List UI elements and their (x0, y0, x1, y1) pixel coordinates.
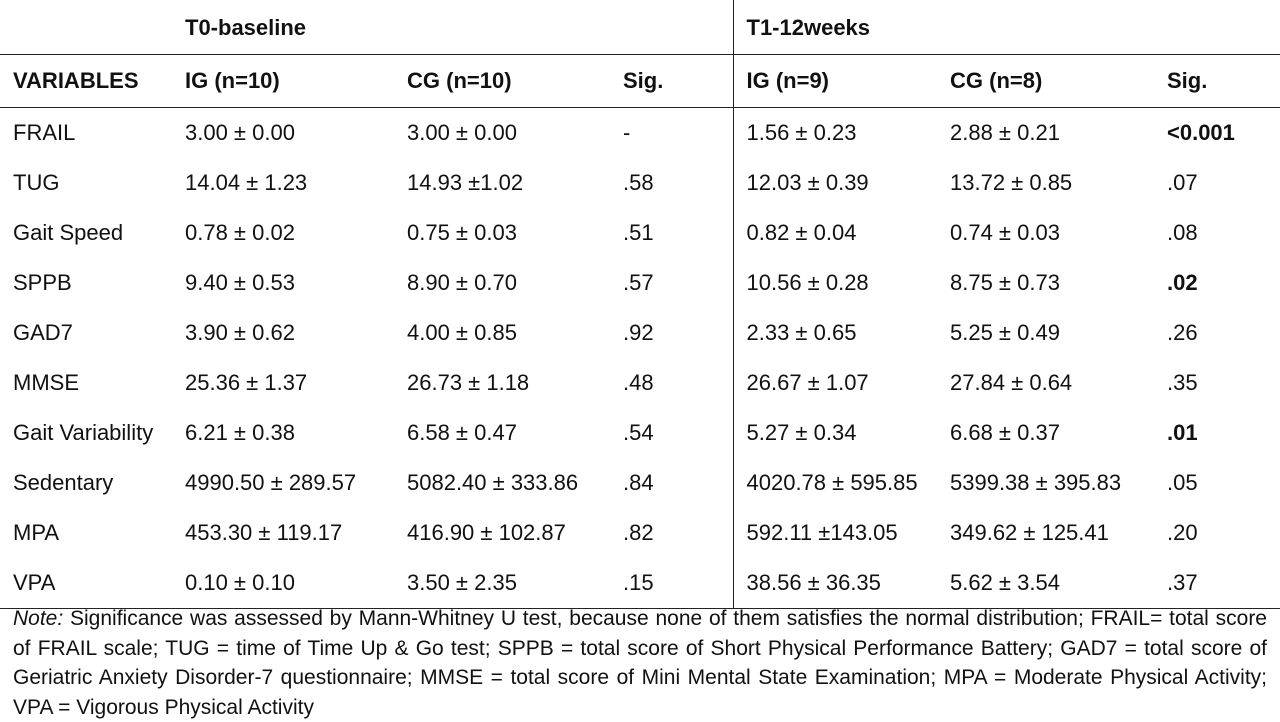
cell-t1-sig: .07 (1167, 170, 1198, 195)
cell-t0-sig: .54 (623, 408, 734, 458)
cell-t1-cg: 0.74 ± 0.03 (950, 220, 1060, 245)
cell-t0-sig: .57 (623, 258, 734, 308)
cell-variable: SPPB (13, 270, 72, 295)
column-header-t1-cg: CG (n=8) (950, 68, 1043, 93)
cell-t0-ig: 0.78 ± 0.02 (185, 220, 295, 245)
cell-variable: TUG (13, 170, 60, 195)
cell-t1-sig: <0.001 (1167, 120, 1235, 145)
cell-t0-sig: - (623, 107, 734, 158)
cell-t1-ig: 1.56 ± 0.23 (746, 120, 857, 145)
cell-t1-cg: 2.88 ± 0.21 (950, 120, 1060, 145)
table-row: Gait Speed 0.78 ± 0.02 0.75 ± 0.03 .51 0.82 … (0, 208, 1280, 258)
cell-t0-cg: 5082.40 ± 333.86 (407, 470, 579, 495)
cell-t0-cg: 8.90 ± 0.70 (407, 270, 517, 295)
cell-variable: GAD7 (13, 320, 73, 345)
cell-variable: MPA (13, 520, 60, 545)
cell-t1-sig: .08 (1167, 220, 1198, 245)
cell-t1-cg: 5.25 ± 0.49 (950, 320, 1060, 345)
cell-t0-sig: .58 (623, 158, 734, 208)
cell-t0-cg: 416.90 ± 102.87 (407, 520, 566, 545)
cell-t1-cg: 5399.38 ± 395.83 (950, 470, 1122, 495)
cell-t0-ig: 9.40 ± 0.53 (185, 270, 295, 295)
table-row: SPPB 9.40 ± 0.53 8.90 ± 0.70 .57 10.56 ± 0.2… (0, 258, 1280, 308)
cell-t1-sig: .37 (1167, 570, 1198, 595)
cell-t1-ig: 38.56 ± 36.35 (746, 570, 881, 595)
cell-t1-ig: 12.03 ± 0.39 (746, 170, 869, 195)
cell-variable: Sedentary (13, 470, 114, 495)
cell-t0-cg: 6.58 ± 0.47 (407, 420, 517, 445)
cell-t0-cg: 14.93 ±1.02 (407, 170, 524, 195)
cell-t1-cg: 6.68 ± 0.37 (950, 420, 1060, 445)
cell-t1-cg: 13.72 ± 0.85 (950, 170, 1073, 195)
cell-t0-ig: 3.00 ± 0.00 (185, 120, 295, 145)
note-label: Note: (13, 607, 64, 630)
cell-t1-cg: 349.62 ± 125.41 (950, 520, 1109, 545)
note-text: Significance was assessed by Mann-Whitne… (13, 607, 1267, 719)
table-row: Gait Variability 6.21 ± 0.38 6.58 ± 0.47 .5… (0, 408, 1280, 458)
cell-t1-sig: .05 (1167, 470, 1198, 495)
cell-t1-ig: 4020.78 ± 595.85 (746, 470, 918, 495)
table-row: VPA 0.10 ± 0.10 3.50 ± 2.35 .15 38.56 ± 36.3… (0, 558, 1280, 609)
column-header-variables: VARIABLES (13, 68, 139, 93)
group-header-row: T0-baseline T1-12weeks (0, 0, 1280, 55)
cell-t1-ig: 592.11 ±143.05 (746, 520, 898, 545)
column-header-t1-ig: IG (n=9) (746, 68, 830, 93)
cell-t0-ig: 25.36 ± 1.37 (185, 370, 308, 395)
column-header-t0-sig: Sig. (623, 54, 734, 108)
cell-t1-sig: .02 (1167, 270, 1198, 295)
table-row: TUG 14.04 ± 1.23 14.93 ±1.02 .58 12.03 ± 0.3… (0, 158, 1280, 208)
cell-t0-cg: 26.73 ± 1.18 (407, 370, 530, 395)
column-header-t0-cg: CG (n=10) (407, 68, 512, 93)
cell-t1-ig: 2.33 ± 0.65 (746, 320, 857, 345)
cell-t1-sig: .01 (1167, 420, 1198, 445)
table-row: FRAIL 3.00 ± 0.00 3.00 ± 0.00 -1.56 ± 0.23 2… (0, 107, 1280, 158)
cell-variable: Gait Variability (13, 420, 154, 445)
cell-t0-ig: 14.04 ± 1.23 (185, 170, 308, 195)
cell-t1-cg: 8.75 ± 0.73 (950, 270, 1060, 295)
cell-t0-cg: 3.50 ± 2.35 (407, 570, 517, 595)
table-row: MPA 453.30 ± 119.17 416.90 ± 102.87 .82 592.… (0, 508, 1280, 558)
cell-t0-cg: 0.75 ± 0.03 (407, 220, 517, 245)
table-body: FRAIL 3.00 ± 0.00 3.00 ± 0.00 -1.56 ± 0.23 2… (0, 107, 1280, 609)
cell-t0-ig: 0.10 ± 0.10 (185, 570, 295, 595)
table-row: GAD7 3.90 ± 0.62 4.00 ± 0.85 .92 2.33 ± 0.65… (0, 308, 1280, 358)
group-header-t1: T1-12weeks (746, 15, 871, 40)
column-header-t0-ig: IG (n=10) (185, 68, 280, 93)
table-row: Sedentary 4990.50 ± 289.57 5082.40 ± 333.8… (0, 458, 1280, 508)
cell-t1-ig: 10.56 ± 0.28 (746, 270, 869, 295)
cell-t1-ig: 5.27 ± 0.34 (746, 420, 857, 445)
cell-variable: VPA (13, 570, 56, 595)
cell-t1-ig: 26.67 ± 1.07 (746, 370, 869, 395)
table-note: Note: Significance was assessed by Mann-… (13, 604, 1267, 722)
cell-t0-cg: 3.00 ± 0.00 (407, 120, 517, 145)
cell-t1-cg: 5.62 ± 3.54 (950, 570, 1060, 595)
cell-t0-ig: 3.90 ± 0.62 (185, 320, 295, 345)
cell-variable: FRAIL (13, 120, 76, 145)
cell-t0-sig: .51 (623, 208, 734, 258)
cell-t0-sig: .48 (623, 358, 734, 408)
group-header-empty (0, 0, 185, 55)
cell-t1-sig: .26 (1167, 320, 1198, 345)
cell-t1-ig: 0.82 ± 0.04 (746, 220, 857, 245)
group-header-t0: T0-baseline (185, 0, 734, 55)
cell-t1-sig: .20 (1167, 520, 1198, 545)
cell-t0-ig: 4990.50 ± 289.57 (185, 470, 357, 495)
column-header-t1-sig: Sig. (1167, 68, 1208, 93)
cell-t0-sig: .92 (623, 308, 734, 358)
column-header-row: VARIABLES IG (n=10) CG (n=10) Sig. IG (n… (0, 54, 1280, 108)
cell-t1-sig: .35 (1167, 370, 1198, 395)
cell-t1-cg: 27.84 ± 0.64 (950, 370, 1073, 395)
cell-t0-ig: 453.30 ± 119.17 (185, 520, 343, 545)
results-table: T0-baseline T1-12weeks VARIABLES IG (n=1… (0, 0, 1280, 609)
cell-t0-cg: 4.00 ± 0.85 (407, 320, 517, 345)
cell-t0-sig: .82 (623, 508, 734, 558)
table-row: MMSE 25.36 ± 1.37 26.73 ± 1.18 .48 26.67 ± 1… (0, 358, 1280, 408)
cell-t0-ig: 6.21 ± 0.38 (185, 420, 295, 445)
cell-variable: Gait Speed (13, 220, 124, 245)
cell-variable: MMSE (13, 370, 79, 395)
cell-t0-sig: .84 (623, 458, 734, 508)
cell-t0-sig: .15 (623, 558, 734, 609)
